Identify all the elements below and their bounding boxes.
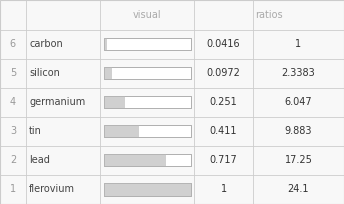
Text: 1: 1 (10, 184, 16, 194)
Text: 2.3383: 2.3383 (281, 68, 315, 78)
Text: 1: 1 (221, 184, 227, 194)
Text: 0.0972: 0.0972 (207, 68, 240, 78)
Text: 24.1: 24.1 (288, 184, 309, 194)
Bar (104, 154, 191, 166)
Text: 6: 6 (10, 39, 16, 49)
Bar (104, 183, 191, 196)
Bar (104, 154, 191, 166)
Text: 0.717: 0.717 (210, 155, 237, 165)
Bar (104, 125, 139, 137)
Text: 6.047: 6.047 (284, 97, 312, 107)
Text: tin: tin (29, 126, 42, 136)
Bar (104, 183, 191, 196)
Bar (104, 67, 112, 79)
Bar (104, 38, 191, 50)
Bar (104, 183, 191, 196)
Bar (104, 38, 191, 50)
Bar (104, 125, 191, 137)
Bar (104, 96, 191, 108)
Bar (104, 154, 166, 166)
Text: silicon: silicon (29, 68, 60, 78)
Bar (104, 96, 191, 108)
Text: 0.0416: 0.0416 (207, 39, 240, 49)
Bar (104, 67, 191, 79)
Text: carbon: carbon (29, 39, 63, 49)
Text: 5: 5 (10, 68, 16, 78)
Text: 1: 1 (295, 39, 301, 49)
Bar (104, 38, 107, 50)
Bar (104, 67, 191, 79)
Text: germanium: germanium (29, 97, 86, 107)
Text: 17.25: 17.25 (284, 155, 312, 165)
Text: ratios: ratios (255, 10, 283, 20)
Text: flerovium: flerovium (29, 184, 75, 194)
Text: 2: 2 (10, 155, 16, 165)
Text: 9.883: 9.883 (285, 126, 312, 136)
Text: lead: lead (29, 155, 50, 165)
Text: 0.411: 0.411 (210, 126, 237, 136)
Text: 3: 3 (10, 126, 16, 136)
Text: 4: 4 (10, 97, 16, 107)
Bar (104, 125, 191, 137)
Text: 0.251: 0.251 (210, 97, 237, 107)
Bar (104, 96, 126, 108)
Text: visual: visual (133, 10, 161, 20)
